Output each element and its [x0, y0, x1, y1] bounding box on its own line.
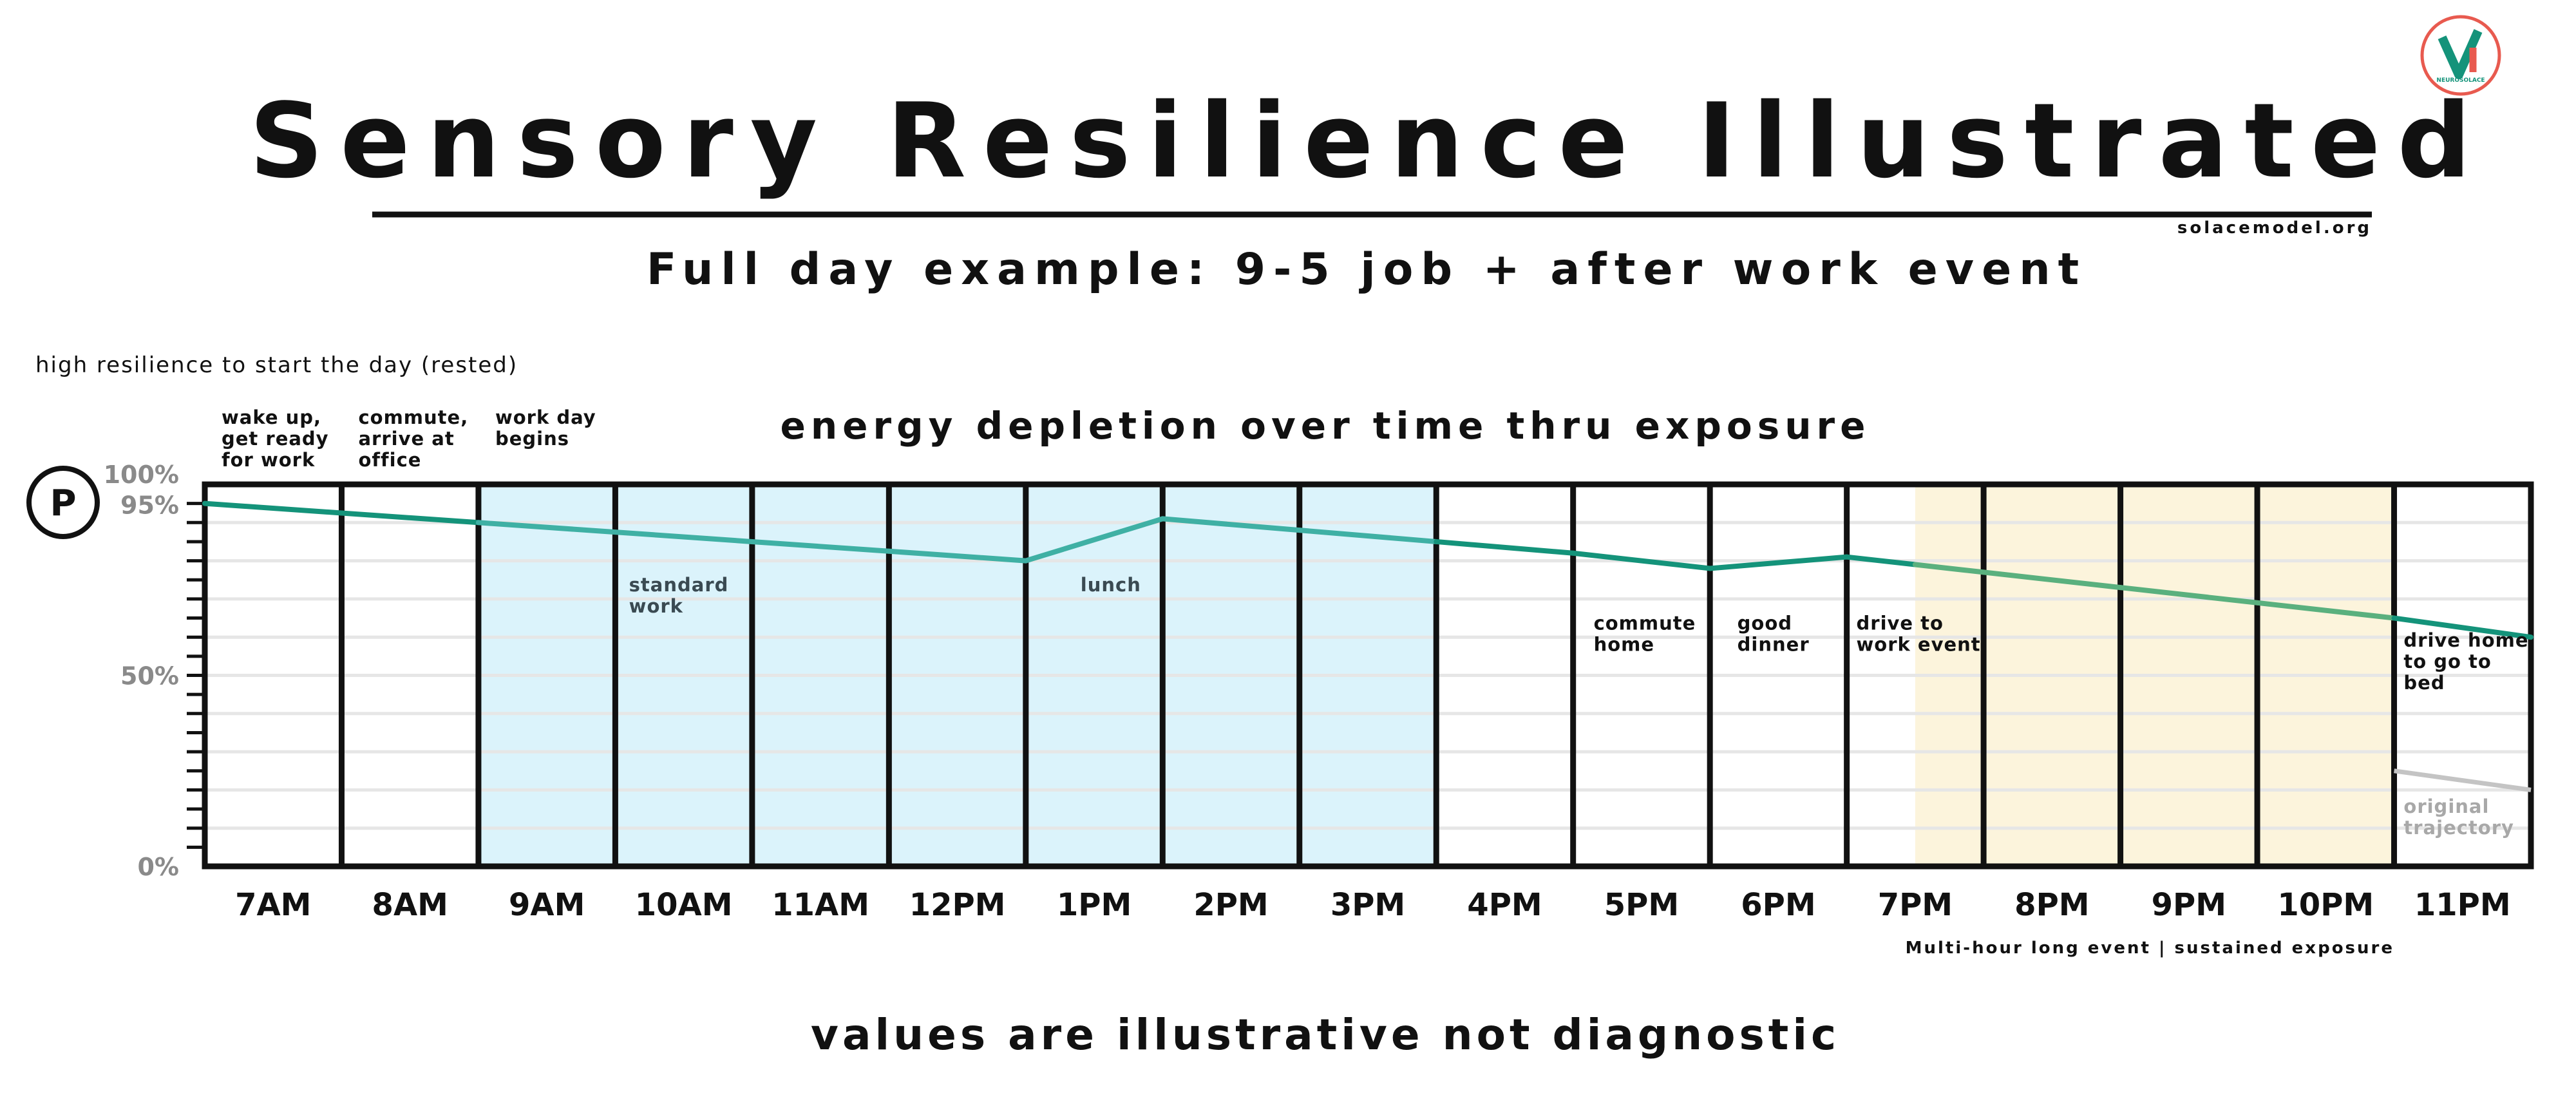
- hour-annotation: arrive at: [358, 428, 454, 450]
- logo-check-mark: [2438, 29, 2483, 79]
- energy-line-segment: [1707, 554, 1850, 571]
- hour-annotation: for work: [222, 449, 315, 471]
- chart-annotation: home: [1594, 633, 1654, 655]
- event-note: Multi-hour long event | sustained exposu…: [1906, 938, 2394, 958]
- chart-annotation: original: [2403, 795, 2489, 817]
- x-tick-label: 11PM: [2414, 887, 2511, 923]
- start-note: high resilience to start the day (rested…: [35, 352, 518, 378]
- x-tick-label: 8AM: [372, 887, 448, 923]
- page-subtitle: Full day example: 9-5 job + after work e…: [647, 244, 2087, 295]
- logo: NEUROSOLACE: [2420, 15, 2501, 96]
- chart-annotation: dinner: [1738, 633, 1810, 655]
- hour-annotation: office: [358, 449, 421, 471]
- chart-annotation: bed: [2403, 672, 2445, 694]
- x-tick-label: 7PM: [1878, 887, 1953, 923]
- x-tick-label: 10PM: [2277, 887, 2374, 923]
- x-tick-label: 9PM: [2152, 887, 2226, 923]
- x-tick-label: 8PM: [2014, 887, 2089, 923]
- energy-line-segment: [612, 529, 755, 544]
- chart-annotation: drive to: [1857, 612, 1944, 634]
- chart-annotation: lunch: [1081, 574, 1141, 596]
- energy-line-segment: [1160, 516, 1302, 533]
- x-tick-label: 9AM: [509, 887, 585, 923]
- x-tick-label: 2PM: [1193, 887, 1268, 923]
- plot-frame: [202, 481, 2534, 870]
- chart-heading: energy depletion over time thru exposure: [781, 404, 1871, 448]
- energy-line-segment: [1981, 569, 2123, 591]
- energy-line-segment: [1844, 554, 1918, 567]
- x-tick-label: 6PM: [1741, 887, 1815, 923]
- chart-annotation: trajectory: [2403, 817, 2514, 839]
- energy-line-segment: [1912, 562, 1987, 575]
- x-tick-label: 10AM: [635, 887, 733, 923]
- page-title: Sensory Resilience Illustrated: [249, 81, 2488, 201]
- y-tick-label: 95%: [120, 491, 179, 520]
- energy-line-segment: [1434, 538, 1576, 556]
- x-tick-label: 4PM: [1467, 887, 1542, 923]
- hour-annotation: get ready: [222, 428, 329, 450]
- start-marker-circle: [26, 466, 100, 539]
- x-tick-label: 3PM: [1331, 887, 1405, 923]
- energy-line-segment: [1296, 528, 1439, 544]
- hour-annotation: begins: [495, 428, 569, 450]
- hour-annotation: work day: [495, 406, 596, 428]
- chart-annotation: to go to: [2403, 651, 2491, 672]
- energy-chart: 7AM 8AM 9AM 10AM 11AM 12PM 1PM 2PM 3PM 4PM 5PM 6PM 7…: [104, 406, 2534, 923]
- energy-line-segment: [202, 500, 345, 516]
- chart-annotation: commute: [1594, 612, 1696, 634]
- energy-line-segment: [886, 548, 1028, 564]
- energy-line-segment: [1570, 550, 1713, 571]
- footer-disclaimer: values are illustrative not diagnostic: [811, 1010, 1840, 1060]
- y-tick-label: 0%: [137, 853, 179, 881]
- energy-line-segment: [2117, 585, 2260, 605]
- energy-line-segment: [2255, 600, 2397, 621]
- start-marker-label: P: [50, 482, 76, 524]
- chart-annotation: work: [629, 595, 683, 617]
- x-tick-label: 12PM: [909, 887, 1006, 923]
- x-tick-label: 1PM: [1057, 887, 1132, 923]
- energy-line-segment: [339, 510, 481, 526]
- energy-line-segment: [475, 520, 618, 535]
- energy-line-segment: [2391, 615, 2533, 640]
- energy-line-segment: [1023, 516, 1166, 564]
- website-label: solacemodel.org: [2177, 218, 2372, 238]
- start-marker: P: [26, 466, 100, 539]
- energy-line-segment: [749, 538, 892, 554]
- logo-wordmark: NEUROSOLACE: [2436, 77, 2485, 84]
- chart-annotation: good: [1738, 612, 1792, 634]
- x-tick-label: 5PM: [1604, 887, 1679, 923]
- hour-annotation: wake up,: [222, 406, 321, 428]
- x-tick-label: 7AM: [235, 887, 311, 923]
- chart-annotation: work event: [1857, 633, 1981, 655]
- original-trajectory-line: [2394, 768, 2532, 792]
- chart-annotation: standard: [629, 574, 729, 596]
- logo-ring: [2420, 15, 2501, 96]
- x-tick-label: 11AM: [772, 887, 869, 923]
- chart-annotation: drive home: [2403, 629, 2528, 651]
- y-tick-label: 100%: [104, 461, 179, 489]
- y-tick-label: 50%: [120, 662, 179, 690]
- hour-annotation: commute,: [358, 406, 468, 428]
